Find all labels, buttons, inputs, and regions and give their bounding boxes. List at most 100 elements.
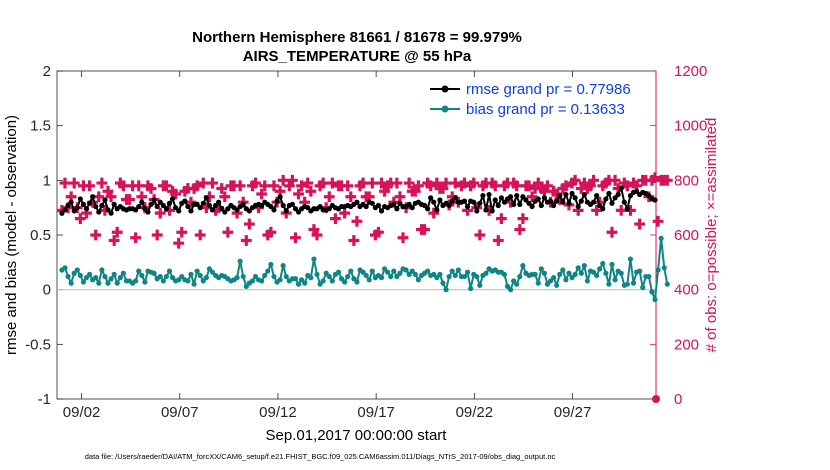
rmse-point [90, 194, 96, 200]
bias-point [443, 287, 449, 293]
bias-point [348, 268, 354, 274]
bias-point [649, 289, 655, 295]
bias-point [554, 282, 560, 288]
rmse-point [486, 191, 492, 198]
bias-point [507, 287, 514, 293]
rmse-point [563, 191, 569, 198]
obs-point [96, 177, 108, 189]
x-axis-label: Sep.01,2017 00:00:00 start [266, 427, 448, 444]
rmse-point [397, 200, 403, 206]
bias-point [360, 269, 366, 275]
bias-point [299, 277, 305, 283]
bias-point [169, 275, 176, 281]
rmse-point [289, 201, 295, 207]
rmse-point [538, 202, 544, 209]
bias-point [136, 268, 142, 274]
rmse-point [151, 197, 157, 203]
bias-point [323, 270, 329, 276]
bias-point [80, 279, 87, 285]
rmse-point [464, 203, 471, 210]
rmse-point [477, 200, 483, 206]
rmse-point [529, 203, 535, 210]
y-axis-left-label: rmse and bias (model - observation) [3, 115, 20, 355]
bias-point [280, 263, 286, 269]
obs-point [90, 229, 102, 241]
rmse-point [99, 202, 105, 209]
obs-point [428, 207, 440, 219]
rmse-point [594, 193, 600, 199]
obs-point [366, 177, 378, 189]
bias-point [105, 280, 111, 286]
bias-point [68, 280, 74, 286]
rmse-point [222, 209, 228, 215]
obs-point [234, 180, 246, 192]
rmse-point [277, 194, 283, 200]
y-right-tick-label: 800 [674, 172, 699, 189]
rmse-point [83, 206, 90, 212]
obs-point [308, 224, 320, 235]
obs-point [440, 177, 452, 189]
x-tick-label: 09/17 [357, 404, 395, 421]
bias-point [65, 273, 71, 280]
bias-point [385, 269, 391, 275]
obs-point [323, 191, 335, 203]
bias-point [584, 278, 591, 284]
bias-point [163, 273, 169, 280]
obs-point [542, 180, 553, 192]
bias-point [71, 270, 77, 276]
rmse-point [148, 201, 154, 207]
bias-point [606, 281, 612, 287]
bias-point [409, 268, 415, 274]
obs-point [357, 177, 369, 189]
x-tick-label: 09/02 [63, 404, 101, 421]
y-left-tick-label: 1 [43, 172, 51, 189]
obs-point [265, 226, 277, 238]
obs-point [409, 185, 421, 197]
obs-point [130, 232, 142, 244]
rmse-point [65, 202, 71, 209]
bias-point [646, 273, 652, 280]
bias-point [437, 271, 443, 277]
rmse-point [434, 207, 440, 213]
bias-point [557, 271, 563, 277]
x-axis: 09/02 09/07 09/12 09/17 09/22 09/27 [63, 71, 591, 421]
bias-point [468, 285, 474, 292]
rmse-point [295, 209, 302, 215]
bias-point [406, 271, 412, 277]
rmse-point [431, 199, 437, 205]
rmse-point [317, 203, 323, 210]
bias-point [166, 268, 173, 274]
bias-point [655, 267, 661, 273]
obs-point [412, 180, 424, 192]
rmse-point [375, 202, 382, 209]
obs-point [631, 180, 642, 192]
bias-point [176, 277, 182, 283]
bias-point [369, 268, 375, 274]
rmse-point [326, 206, 332, 212]
rmse-point [160, 202, 166, 209]
obs-point [459, 177, 470, 189]
obs-point [394, 191, 406, 203]
obs-point [136, 191, 148, 203]
obs-point [207, 177, 218, 189]
bias-point [99, 267, 105, 273]
rmse-point [421, 202, 428, 209]
obs-point [661, 174, 673, 186]
y-axis-left: -1 -0.5 0 0.5 1 1.5 2 [25, 63, 63, 408]
bias-point [590, 269, 597, 275]
y-left-tick-label: 0 [43, 282, 51, 299]
bias-point [578, 270, 584, 276]
obs-point [176, 226, 188, 238]
bias-point [351, 276, 357, 282]
obs-point [649, 172, 661, 183]
bias-point [200, 278, 206, 284]
rmse-point [363, 203, 369, 210]
obs-point [133, 180, 145, 192]
bias-point [363, 272, 369, 279]
rmse-point [526, 200, 532, 206]
bias-point [449, 268, 455, 274]
rmse-point [609, 200, 615, 206]
bias-point [102, 273, 108, 280]
bias-point [618, 270, 624, 276]
bias-point [194, 268, 200, 274]
